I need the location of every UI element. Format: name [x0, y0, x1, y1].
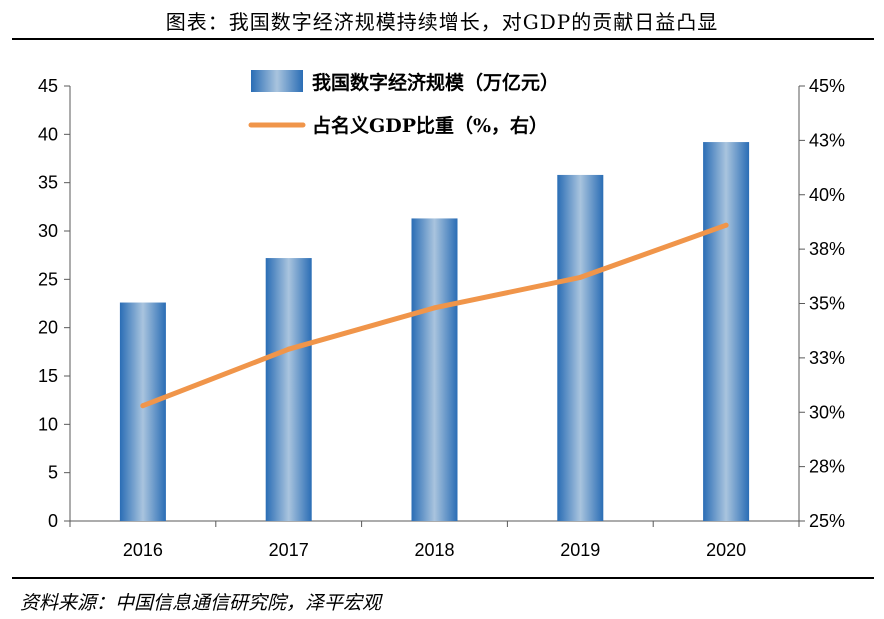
- bar: [557, 174, 604, 521]
- left-tick-label: 40: [38, 124, 58, 144]
- figure-title: 图表：我国数字经济规模持续增长，对GDP的贡献日益凸显: [165, 10, 719, 34]
- x-tick-label: 2018: [414, 540, 454, 560]
- left-tick-label: 0: [48, 511, 58, 531]
- left-tick-label: 30: [38, 221, 58, 241]
- bar: [703, 142, 750, 522]
- right-tick-label: 28%: [809, 457, 845, 477]
- bar: [411, 218, 458, 521]
- line-point: [432, 305, 437, 311]
- line-series: [140, 222, 729, 409]
- x-tick-label: 2019: [560, 540, 600, 560]
- bar-series: [119, 142, 750, 522]
- line-point: [140, 403, 146, 409]
- legend-bar-label: 我国数字经济规模（万亿元）: [312, 71, 559, 94]
- right-tick-label: 45%: [809, 76, 845, 96]
- axes: 0 5 10 15 20 25 30 35 40 45 25% 28% 30% 33% 35% 38% 40% 4…: [38, 76, 845, 560]
- bar: [265, 258, 312, 521]
- line-point: [286, 346, 292, 352]
- left-tick-label: 25: [38, 269, 58, 289]
- bar: [119, 302, 166, 521]
- x-tick-label: 2020: [706, 540, 746, 560]
- bottom-rule: [12, 577, 874, 579]
- x-tick-label: 2016: [123, 540, 163, 560]
- line-point: [723, 222, 729, 228]
- legend: 我国数字经济规模（万亿元） 占名义GDP比重（%，右）: [248, 70, 559, 137]
- line-point: [577, 274, 583, 280]
- x-tick-label: 2017: [269, 540, 309, 560]
- left-tick-label: 45: [38, 76, 58, 96]
- right-tick-label: 35%: [809, 294, 845, 314]
- right-tick-label: 25%: [809, 511, 845, 531]
- right-tick-label: 33%: [809, 348, 845, 368]
- left-tick-label: 15: [38, 366, 58, 386]
- top-rule: [12, 38, 874, 40]
- left-tick-label: 35: [38, 173, 58, 193]
- right-tick-label: 40%: [809, 185, 845, 205]
- legend-bar-swatch: [251, 70, 303, 92]
- left-tick-label: 20: [38, 318, 58, 338]
- left-tick-label: 5: [48, 463, 58, 483]
- right-tick-label: 43%: [809, 130, 845, 150]
- right-tick-label: 30%: [809, 402, 845, 422]
- right-tick-label: 38%: [809, 239, 845, 259]
- legend-line-label: 占名义GDP比重（%，右）: [312, 114, 548, 137]
- left-tick-label: 10: [38, 414, 58, 434]
- source-note: 资料来源：中国信息通信研究院，泽平宏观: [20, 592, 382, 614]
